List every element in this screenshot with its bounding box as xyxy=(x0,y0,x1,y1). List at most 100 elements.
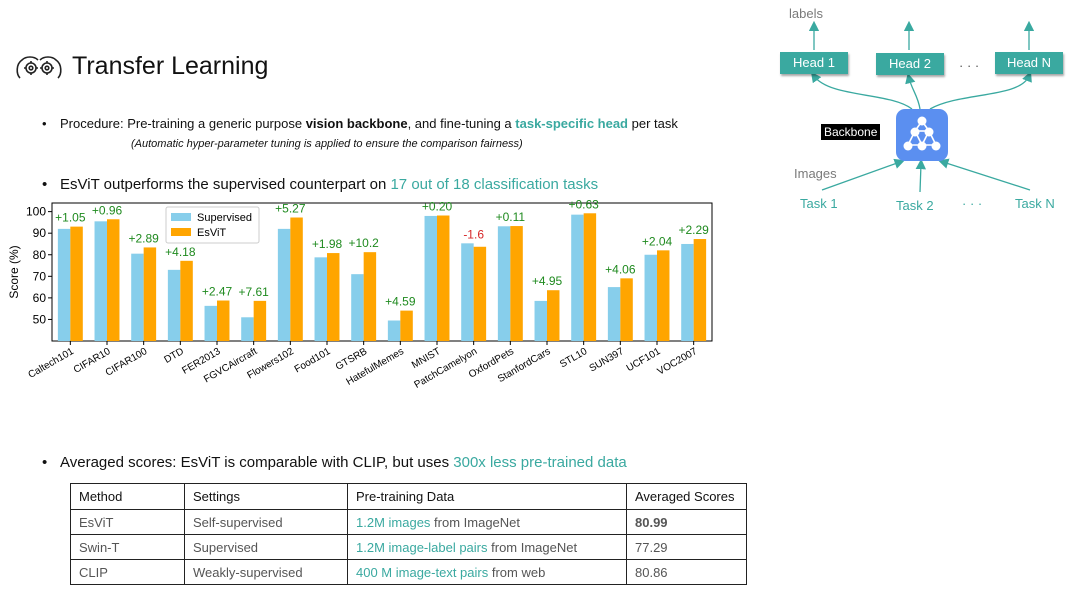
bar-supervised xyxy=(241,317,254,341)
legend-label: EsViT xyxy=(197,227,226,239)
classification-bar-chart: 50 60 70 80 90 100 Score (%) +1.05 Caltech101 +0.… xyxy=(7,197,713,391)
vision-backbone-text: vision backbone xyxy=(305,116,408,131)
task-n-label: Task N xyxy=(1015,196,1055,211)
bar-supervised xyxy=(277,228,291,341)
delta-label: +0.20 xyxy=(422,200,453,214)
bar-esvit xyxy=(143,247,157,341)
delta-label: +4.06 xyxy=(605,262,636,276)
bar-supervised xyxy=(167,269,181,341)
cell-method: Swin-T xyxy=(70,534,185,560)
category-label: STL10 xyxy=(558,346,589,370)
outperform-bullet: • EsViT outperforms the supervised counte… xyxy=(42,176,599,193)
y-tick-label: 80 xyxy=(33,248,47,262)
col-settings: Settings xyxy=(184,483,348,510)
col-averaged-scores: Averaged Scores xyxy=(626,483,747,510)
brain-gear-icon xyxy=(16,56,62,79)
procedure-note: (Automatic hyper-parameter tuning is app… xyxy=(131,138,523,150)
delta-label: +4.59 xyxy=(385,295,416,309)
backbone-label: Backbone xyxy=(821,124,881,140)
table-row: CLIP Weakly-supervised 400 M image-text … xyxy=(70,559,747,585)
data-source: from ImageNet xyxy=(487,539,578,555)
table-row: EsViT Self-supervised 1.2M images from I… xyxy=(70,509,747,535)
bar-esvit xyxy=(327,253,340,341)
bar-supervised xyxy=(314,257,327,341)
data-source: from web xyxy=(488,564,546,580)
delta-label: +0.11 xyxy=(496,210,526,224)
heads-ellipsis: · · · xyxy=(959,58,980,73)
outperform-text: EsViT outperforms the supervised counter… xyxy=(60,176,391,193)
bar-supervised xyxy=(497,226,511,341)
procedure-text-middle: , and fine-tuning a xyxy=(407,116,516,131)
labels-text: labels xyxy=(789,6,823,21)
table-row: Swin-T Supervised 1.2M image-label pairs… xyxy=(70,534,747,560)
delta-label: +2.47 xyxy=(202,285,233,299)
backbone-to-head2-arrow xyxy=(905,72,921,110)
cell-settings: Weakly-supervised xyxy=(184,559,348,585)
results-table: Method Settings Pre-training Data Averag… xyxy=(70,483,747,585)
delta-label: +2.29 xyxy=(678,223,709,237)
delta-label: +10.2 xyxy=(348,236,379,250)
category-label: PatchCamelyon xyxy=(413,346,480,391)
category-label: Food101 xyxy=(293,346,333,375)
backbone-network-icon xyxy=(896,109,948,161)
cell-settings: Self-supervised xyxy=(184,509,348,535)
category-label: CIFAR100 xyxy=(104,346,150,379)
bar-esvit xyxy=(583,213,597,341)
cell-settings: Supervised xyxy=(184,534,348,560)
y-tick-label: 90 xyxy=(33,226,47,240)
bar-esvit xyxy=(107,219,120,341)
averaged-highlight: 300x less pre-trained data xyxy=(453,454,627,471)
bar-supervised xyxy=(204,305,217,341)
category-label: VOC2007 xyxy=(656,346,700,378)
cell-score: 77.29 xyxy=(626,534,747,560)
y-tick-label: 100 xyxy=(26,205,46,219)
data-highlight: 1.2M image-label pairs xyxy=(356,539,488,555)
architecture-diagram-lines xyxy=(808,20,1035,193)
delta-label: +7.61 xyxy=(238,285,269,299)
task2-input-arrow xyxy=(915,158,927,193)
page-title: Transfer Learning xyxy=(72,52,269,80)
delta-label: -1.6 xyxy=(463,227,484,241)
delta-label: +1.05 xyxy=(55,211,86,225)
bar-supervised xyxy=(607,287,621,341)
delta-label: +0.63 xyxy=(568,197,599,211)
bar-esvit xyxy=(693,239,707,341)
bar-esvit xyxy=(657,250,670,341)
bar-supervised xyxy=(57,228,71,341)
bar-supervised xyxy=(461,243,474,341)
data-source: from ImageNet xyxy=(430,514,521,530)
bar-supervised xyxy=(351,274,364,341)
backbone-to-head1-arrow xyxy=(810,71,913,110)
bar-supervised xyxy=(424,215,437,341)
averaged-bullet: • Averaged scores: EsViT is comparable wi… xyxy=(42,454,627,471)
bar-esvit xyxy=(400,310,413,341)
category-label: SUN397 xyxy=(588,346,627,375)
bar-esvit xyxy=(363,252,377,341)
bar-esvit xyxy=(290,217,303,341)
bar-esvit xyxy=(437,215,450,341)
bar-esvit xyxy=(510,226,523,341)
task-1-label: Task 1 xyxy=(800,196,838,211)
cell-data: 400 M image-text pairs from web xyxy=(347,559,627,585)
bar-supervised xyxy=(387,320,401,341)
data-highlight: 1.2M images xyxy=(356,514,431,530)
bar-supervised xyxy=(94,221,107,341)
cell-data: 1.2M image-label pairs from ImageNet xyxy=(347,534,627,560)
bar-esvit xyxy=(473,246,487,341)
delta-label: +4.95 xyxy=(532,274,563,288)
data-highlight: 400 M image-text pairs xyxy=(356,564,489,580)
procedure-text: Procedure: Pre-training a generic purpos… xyxy=(60,116,306,131)
delta-label: +5.27 xyxy=(275,202,306,216)
cell-data: 1.2M images from ImageNet xyxy=(347,509,627,535)
bar-supervised xyxy=(571,214,584,341)
category-label: DTD xyxy=(163,346,186,366)
col-method: Method xyxy=(70,483,185,510)
bar-esvit xyxy=(180,260,193,341)
legend-label: Supervised xyxy=(197,212,252,224)
task1-input-arrow xyxy=(821,158,905,191)
outperform-highlight: 17 out of 18 classification tasks xyxy=(390,176,599,193)
y-tick-label: 70 xyxy=(33,269,47,283)
task-specific-head-text: task-specific head xyxy=(515,116,628,131)
col-pretraining-data: Pre-training Data xyxy=(347,483,627,510)
cell-method: CLIP xyxy=(70,559,185,585)
